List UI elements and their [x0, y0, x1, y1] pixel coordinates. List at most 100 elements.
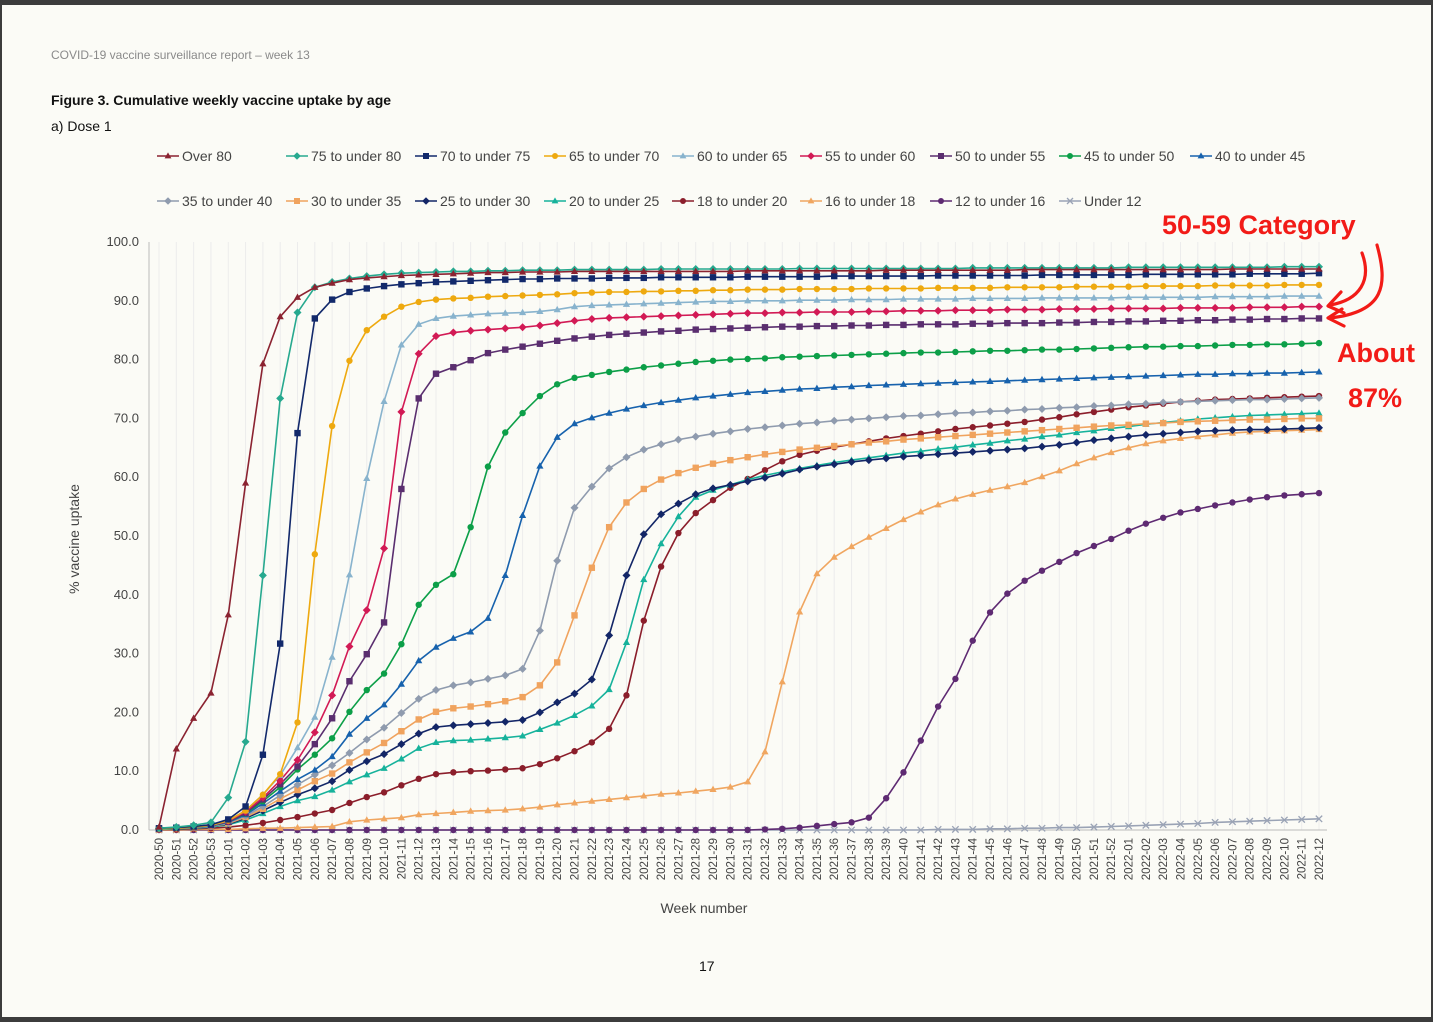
data-point — [1125, 283, 1132, 290]
data-point — [986, 306, 995, 315]
data-point — [483, 325, 492, 334]
data-point — [519, 275, 526, 283]
data-point — [969, 272, 976, 279]
data-point — [1003, 482, 1011, 490]
data-point — [934, 266, 942, 273]
data-point — [276, 787, 284, 794]
data-point — [310, 784, 319, 793]
data-point — [363, 327, 370, 334]
legend-item: 50 to under 55 — [930, 148, 1046, 164]
data-point — [1107, 304, 1116, 313]
data-point — [847, 542, 856, 550]
data-point — [363, 650, 370, 658]
data-point — [692, 267, 700, 274]
x-tick-label: 2021-38 — [864, 838, 876, 880]
data-point — [554, 337, 561, 344]
data-point — [328, 691, 337, 700]
x-tick-label: 2021-28 — [691, 838, 703, 880]
x-tick-label: 2021-31 — [743, 838, 755, 880]
data-point — [345, 748, 354, 757]
data-point — [882, 350, 890, 357]
data-point — [727, 287, 734, 294]
data-point — [1194, 819, 1202, 828]
data-point — [1107, 294, 1115, 301]
data-point — [1245, 303, 1254, 312]
data-point — [1090, 542, 1098, 550]
data-point — [969, 378, 977, 385]
x-tick-label: 2022-08 — [1245, 838, 1257, 880]
data-point — [1315, 315, 1323, 322]
data-point — [691, 432, 700, 441]
data-point — [779, 354, 786, 361]
data-point — [328, 770, 336, 777]
data-point — [969, 294, 977, 302]
data-point — [1176, 428, 1185, 437]
data-point — [1125, 318, 1132, 325]
data-point — [761, 451, 769, 458]
legend-label: 12 to under 16 — [955, 193, 1046, 209]
x-tick-label: 2021-36 — [829, 838, 841, 880]
data-point — [1211, 303, 1220, 312]
data-point — [640, 792, 648, 799]
data-point — [1281, 315, 1288, 323]
data-point — [310, 770, 319, 779]
data-point — [1004, 347, 1011, 354]
data-point — [536, 725, 544, 733]
legend-item: 40 to under 45 — [1190, 148, 1306, 164]
data-point — [865, 351, 873, 358]
data-point — [692, 298, 700, 305]
data-point — [1124, 265, 1133, 273]
data-point — [692, 287, 699, 295]
data-point — [1003, 436, 1011, 444]
x-tick-label: 2021-16 — [483, 838, 495, 880]
x-tick-label: 2021-10 — [379, 838, 391, 880]
data-point — [553, 556, 562, 565]
data-point — [761, 297, 769, 304]
data-point — [1176, 293, 1185, 300]
data-point — [1229, 416, 1236, 424]
data-point — [345, 730, 354, 737]
data-point — [172, 745, 180, 752]
data-point — [1021, 478, 1029, 486]
data-point — [1090, 408, 1098, 416]
data-point — [1056, 558, 1063, 566]
data-point — [882, 826, 890, 834]
legend-item: 18 to under 20 — [672, 193, 788, 209]
data-point — [1177, 271, 1184, 278]
data-point — [1003, 294, 1011, 302]
data-point — [1246, 817, 1254, 825]
x-tick-label: 2021-48 — [1037, 838, 1049, 880]
data-point — [674, 512, 683, 520]
data-point — [501, 268, 509, 276]
data-point — [900, 272, 907, 280]
data-point — [952, 348, 959, 356]
data-point — [744, 777, 752, 785]
data-point — [1142, 293, 1150, 300]
x-tick-label: 2021-06 — [310, 838, 322, 880]
data-point — [242, 803, 249, 810]
data-point — [588, 702, 596, 709]
data-point — [1315, 339, 1323, 347]
data-point — [623, 499, 630, 506]
data-point — [951, 306, 960, 315]
data-point — [795, 267, 804, 274]
data-point — [1315, 368, 1323, 375]
data-point — [726, 267, 734, 274]
data-point — [588, 826, 596, 834]
data-point — [450, 364, 457, 371]
data-point — [432, 332, 441, 341]
data-point — [709, 496, 717, 504]
data-point — [934, 349, 942, 356]
data-point — [986, 439, 994, 446]
data-point — [570, 316, 579, 325]
data-point — [346, 826, 353, 834]
data-point — [1055, 440, 1064, 449]
data-point — [865, 322, 873, 329]
data-point — [311, 810, 319, 817]
figure-subtitle: a) Dose 1 — [51, 118, 112, 134]
data-point — [864, 456, 873, 465]
data-point — [1298, 815, 1306, 824]
x-tick-label: 2022-01 — [1124, 838, 1136, 880]
data-point — [518, 732, 527, 739]
data-point — [934, 445, 942, 452]
